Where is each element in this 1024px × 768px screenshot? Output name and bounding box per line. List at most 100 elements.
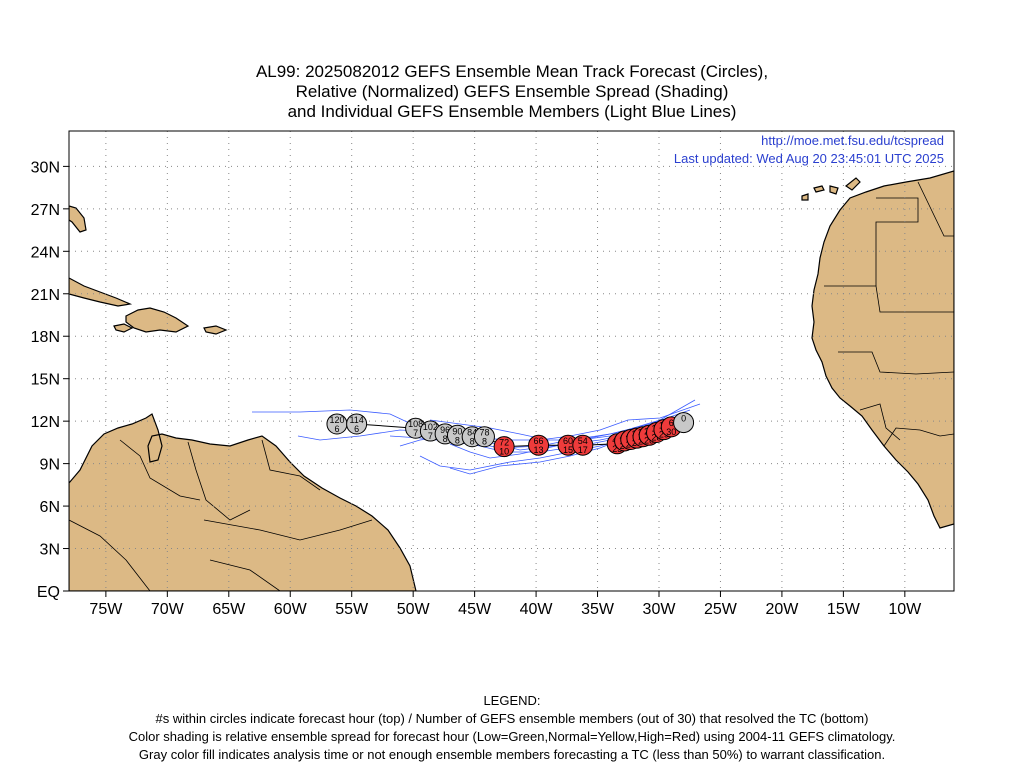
track-point-hour: 90 [452, 426, 462, 436]
legend-line-2: Color shading is relative ensemble sprea… [128, 729, 896, 744]
lat-tick-label: EQ [37, 584, 60, 601]
title-line-2: Relative (Normalized) GEFS Ensemble Spre… [295, 82, 729, 101]
lon-tick-label: 60W [274, 601, 308, 618]
track-point-members: 8 [443, 434, 448, 444]
track-point-members: 10 [499, 447, 509, 457]
legend-line-1: #s within circles indicate forecast hour… [155, 711, 869, 726]
africa-landmass [811, 170, 954, 529]
jamaica-island [113, 323, 134, 333]
lat-tick-label: 3N [40, 542, 60, 559]
canary-island-3 [813, 185, 825, 193]
lat-tick-label: 12N [31, 414, 60, 431]
lat-tick-label: 18N [31, 329, 60, 346]
source-url: http://moe.met.fsu.edu/tcspread [761, 133, 944, 148]
lon-tick-label: 70W [151, 601, 185, 618]
lat-tick-label: 6N [40, 499, 60, 516]
lon-tick-label: 30W [643, 601, 677, 618]
south-america-landmass [69, 413, 417, 591]
track-point-hour: 54 [578, 436, 588, 446]
track-point-members: 17 [578, 445, 588, 455]
lat-tick-label: 9N [40, 457, 60, 474]
last-updated-text: Last updated: Wed Aug 20 23:45:01 UTC 20… [674, 151, 944, 166]
lon-tick-label: 15W [827, 601, 861, 618]
track-point-members: 6 [334, 424, 339, 434]
track-point-members: 7 [413, 428, 418, 438]
legend-heading: LEGEND: [483, 693, 541, 708]
track-point-hour: 66 [534, 436, 544, 446]
track-point-members: 8 [482, 437, 487, 447]
track-point-members: 29 [659, 430, 669, 440]
track-point-members: 7 [428, 431, 433, 441]
canary-island-4 [801, 193, 809, 201]
track-point-hour: 60 [563, 436, 573, 446]
lat-tick-label: 15N [31, 372, 60, 389]
track-point-circle [528, 434, 550, 456]
track-point-hour: 114 [349, 415, 363, 425]
hispaniola-island [125, 307, 190, 333]
track-point: 0 [673, 412, 695, 434]
lat-tick-label: 24N [31, 244, 60, 261]
plot-frame [68, 130, 955, 592]
track-point-hour: 108 [408, 419, 423, 429]
track-point-members: 28 [644, 435, 654, 445]
lon-tick-label: 75W [89, 601, 123, 618]
lat-tick-label: 21N [31, 287, 60, 304]
lon-tick-label: 40W [520, 601, 554, 618]
axis-ticks [63, 165, 906, 597]
track-point-members: 13 [534, 445, 544, 455]
lon-tick-label: 10W [888, 601, 922, 618]
latitude-labels: EQ 3N 6N 9N 12N 15N 18N 21N 24N 27N 30N [31, 159, 60, 601]
track-point-hour: 96 [440, 425, 450, 435]
track-point-circle [493, 436, 515, 458]
land-layer [69, 170, 954, 591]
track-point-hour: 0 [681, 414, 686, 424]
track-point-hour: 120 [329, 415, 344, 425]
lon-tick-label: 35W [581, 601, 615, 618]
track-point-circle [346, 413, 368, 435]
canary-island-2 [829, 185, 839, 195]
cuba-island [69, 277, 133, 307]
track-point-circle [673, 412, 695, 434]
lat-tick-label: 27N [31, 202, 60, 219]
lon-tick-label: 45W [458, 601, 492, 618]
legend-line-3: Gray color fill indicates analysis time … [138, 747, 886, 762]
lon-tick-label: 25W [704, 601, 738, 618]
track-point-circle [572, 434, 594, 456]
lat-tick-label: 30N [31, 159, 60, 176]
track-point-members: 15 [563, 445, 573, 455]
canary-island-1 [844, 177, 861, 191]
track-point-circle [473, 426, 495, 448]
track-point-hour: 78 [479, 428, 489, 438]
chart-title: AL99: 2025082012 GEFS Ensemble Mean Trac… [0, 62, 1024, 122]
legend: LEGEND: #s within circles indicate forec… [0, 692, 1024, 764]
track-point-members: 6 [354, 424, 359, 434]
track-point-members: 28 [652, 432, 662, 442]
lon-tick-label: 65W [212, 601, 246, 618]
track-point-hour: 102 [423, 422, 438, 432]
track-point-members: 23 [612, 444, 622, 454]
lon-tick-label: 55W [335, 601, 369, 618]
track-point-members: 8 [455, 435, 460, 445]
track-point-hour: 84 [467, 428, 477, 438]
lon-tick-label: 20W [765, 601, 799, 618]
country-borders [69, 181, 954, 591]
track-point-hour: 6 [669, 418, 674, 428]
title-line-3: and Individual GEFS Ensemble Members (Li… [287, 102, 737, 121]
puerto-rico-island [203, 325, 228, 335]
track-point: 788 [473, 426, 495, 448]
lon-tick-label: 50W [397, 601, 431, 618]
track-point-hour: 72 [499, 438, 509, 448]
title-line-1: AL99: 2025082012 GEFS Ensemble Mean Trac… [255, 62, 769, 81]
track-point-members: 30 [666, 427, 676, 437]
member-line-3 [449, 399, 696, 459]
longitude-labels: 75W 70W 65W 60W 55W 50W 45W 40W 35W 30W 25W 20W 15W 1… [89, 601, 922, 618]
track-point-members: 8 [470, 437, 475, 447]
